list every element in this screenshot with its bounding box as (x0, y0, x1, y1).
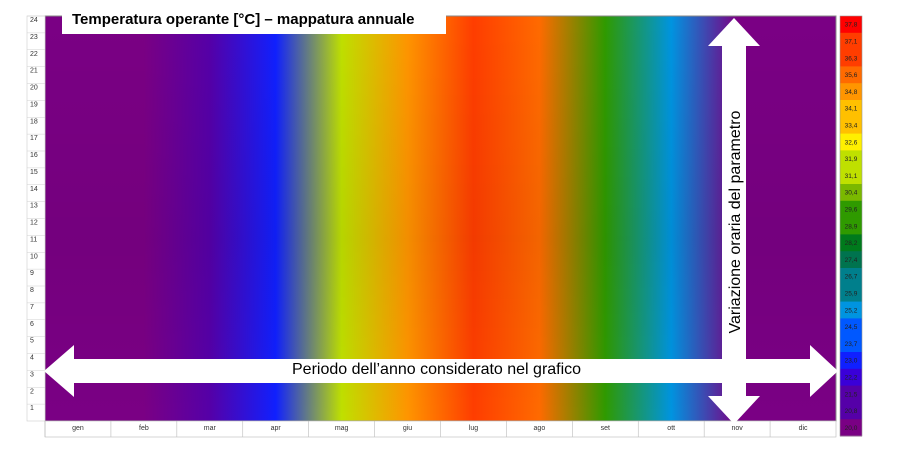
legend-tick-label: 21,5 (845, 391, 858, 398)
legend-tick-label: 31,9 (845, 156, 858, 163)
x-tick-label: nov (731, 425, 743, 432)
legend-tick-label: 28,2 (845, 240, 858, 247)
y-tick-label: 17 (30, 135, 38, 142)
legend-tick-label: 34,1 (845, 106, 858, 113)
horizontal-arrow-shaft (74, 359, 812, 383)
legend-tick-label: 27,4 (845, 257, 858, 264)
legend-swatch (840, 150, 862, 168)
legend-swatch (840, 116, 862, 135)
legend-tick-label: 36,3 (845, 55, 858, 62)
y-tick-label: 14 (30, 186, 38, 193)
legend-tick-label: 28,9 (845, 223, 858, 230)
x-tick-label: set (601, 425, 610, 432)
y-tick-label: 15 (30, 169, 38, 176)
legend-tick-label: 24,5 (845, 324, 858, 331)
legend-swatch (840, 49, 862, 67)
legend-tick-label: 20,0 (845, 425, 858, 432)
heatmap-shade (45, 16, 836, 421)
legend-tick-label: 33,4 (845, 123, 858, 130)
legend-tick-label: 23,7 (845, 341, 858, 348)
legend-tick-label: 25,9 (845, 291, 858, 298)
legend-swatch (840, 16, 862, 34)
legend-swatch (840, 100, 862, 118)
legend-tick-label: 31,1 (845, 173, 858, 180)
horizontal-arrow-head-right (810, 345, 838, 397)
legend-tick-label: 29,6 (845, 207, 858, 214)
y-tick-label: 13 (30, 203, 38, 210)
legend-swatch (840, 133, 862, 151)
x-tick-label: lug (469, 425, 478, 432)
y-tick-label: 4 (30, 355, 34, 362)
y-tick-label: 8 (30, 287, 34, 294)
legend-swatch (840, 217, 862, 235)
legend-tick-label: 34,8 (845, 89, 858, 96)
legend-swatch (840, 83, 862, 101)
y-tick-label: 12 (30, 220, 38, 227)
y-tick-label: 18 (30, 118, 38, 125)
y-tick-label: 7 (30, 304, 34, 311)
y-tick-label: 6 (30, 321, 34, 328)
y-tick-label: 9 (30, 270, 34, 277)
y-tick-label: 21 (30, 68, 38, 75)
vertical-arrow-head-bottom (708, 396, 760, 424)
legend-tick-label: 30,4 (845, 190, 858, 197)
legend-swatch (840, 335, 862, 353)
legend-swatch (840, 167, 862, 185)
legend-swatch (840, 301, 862, 319)
legend-swatch (840, 234, 862, 252)
vertical-arrow-shaft (722, 44, 746, 398)
x-tick-label: feb (139, 425, 149, 432)
legend-swatch (840, 352, 862, 370)
legend-swatch (840, 368, 862, 387)
legend-tick-label: 32,6 (845, 139, 858, 146)
legend-tick-label: 25,2 (845, 307, 858, 314)
y-tick-label: 24 (30, 17, 38, 24)
x-annotation-label: Periodo dell’anno considerato nel grafic… (292, 361, 582, 378)
x-tick-label: giu (403, 425, 412, 432)
legend-tick-label: 37,1 (845, 39, 858, 46)
legend-swatch (840, 184, 862, 202)
legend-tick-label: 23,0 (845, 358, 858, 365)
y-annotation-label: Variazione oraria del parametro (727, 110, 744, 334)
legend-tick-label: 20,8 (845, 408, 858, 415)
x-tick-label: ott (667, 425, 675, 432)
horizontal-arrow-head-left (44, 345, 74, 397)
y-tick-label: 10 (30, 253, 38, 260)
x-tick-label: ago (534, 425, 546, 432)
legend-tick-label: 26,7 (845, 274, 858, 281)
vertical-arrow-head-top (708, 18, 760, 46)
legend-swatch (840, 385, 862, 403)
chart-title: Temperatura operante [°C] – mappatura an… (62, 6, 446, 34)
legend-swatch (840, 251, 862, 269)
legend-swatch (840, 284, 862, 303)
y-tick-label: 5 (30, 338, 34, 345)
legend-tick-label: 22,2 (845, 375, 858, 382)
x-tick-label: dic (799, 425, 808, 432)
y-tick-label: 16 (30, 152, 38, 159)
y-tick-label: 19 (30, 101, 38, 108)
legend-tick-label: 37,8 (845, 22, 858, 29)
legend-swatch (840, 402, 862, 420)
legend-swatch (840, 419, 862, 437)
x-tick-label: apr (271, 425, 282, 432)
legend-swatch (840, 32, 862, 51)
legend-swatch (840, 66, 862, 84)
x-tick-label: mar (204, 425, 217, 432)
y-tick-label: 11 (30, 236, 37, 243)
y-tick-label: 22 (30, 51, 38, 58)
legend-swatch (840, 318, 862, 336)
legend-swatch (840, 200, 862, 219)
y-tick-label: 20 (30, 85, 38, 92)
y-tick-label: 2 (30, 388, 34, 395)
legend-tick-label: 35,6 (845, 72, 858, 79)
y-tick-label: 23 (30, 34, 38, 41)
x-tick-label: mag (335, 425, 349, 432)
legend-swatch (840, 268, 862, 286)
y-tick-label: 1 (30, 405, 34, 412)
y-tick-label: 3 (30, 371, 34, 378)
legend-border (839, 15, 863, 437)
x-tick-label: gen (72, 425, 84, 432)
